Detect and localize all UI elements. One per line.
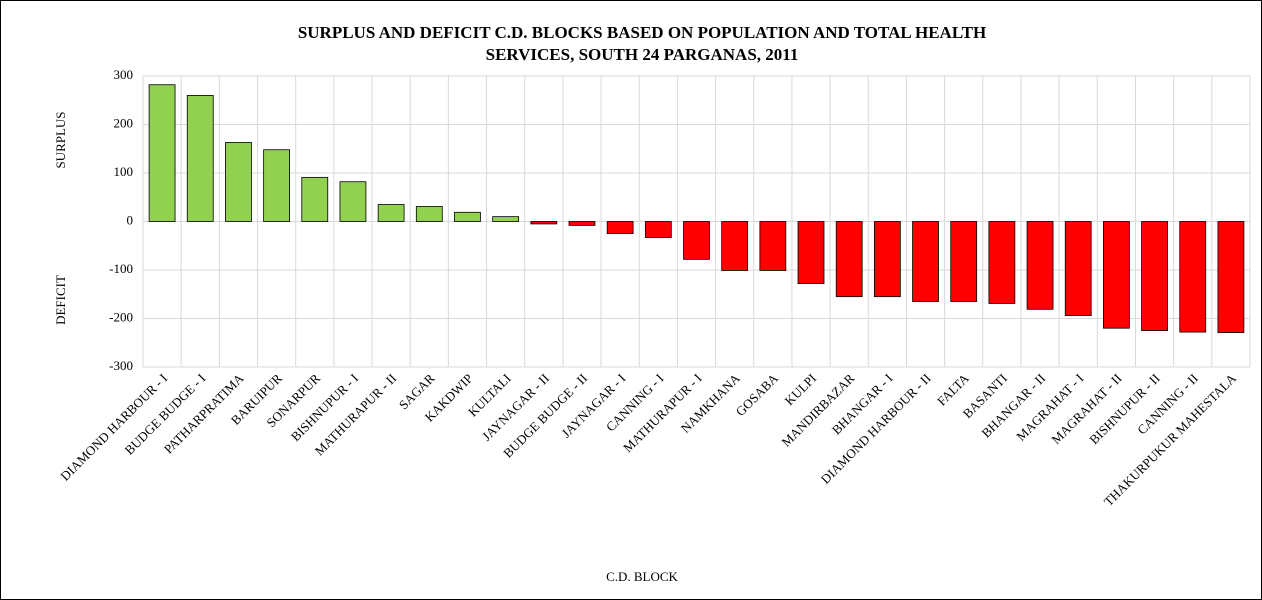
annotation: DEFICIT — [53, 275, 68, 325]
bar — [1064, 221, 1092, 316]
bar — [873, 221, 901, 298]
bar — [377, 204, 405, 222]
chart-title: SERVICES, SOUTH 24 PARGANAS, 2011 — [486, 45, 799, 64]
y-tick-label: 0 — [127, 212, 134, 227]
y-tick-label: 200 — [114, 115, 134, 130]
bar — [454, 211, 481, 222]
bar — [606, 221, 634, 235]
bar — [1026, 221, 1054, 310]
bar — [301, 176, 329, 222]
bar — [1141, 221, 1168, 332]
bar — [644, 221, 672, 238]
bar — [835, 221, 863, 298]
bar — [339, 181, 367, 222]
bar — [492, 216, 520, 222]
annotation: SURPLUS — [53, 111, 68, 168]
x-axis-label: C.D. BLOCK — [606, 569, 678, 584]
bar — [415, 206, 443, 222]
bar — [1179, 221, 1207, 333]
bar — [950, 221, 978, 302]
y-tick-label: -100 — [109, 261, 133, 276]
chart-title: SURPLUS AND DEFICIT C.D. BLOCKS BASED ON… — [298, 23, 986, 42]
y-tick-label: 100 — [114, 164, 134, 179]
bar — [988, 221, 1016, 304]
y-tick-label: -200 — [109, 309, 133, 324]
bar — [225, 142, 252, 222]
bar — [797, 221, 825, 284]
bar — [530, 221, 558, 225]
bar — [1103, 221, 1130, 329]
y-tick-label: 300 — [114, 67, 134, 82]
bar — [721, 221, 749, 271]
bar — [148, 84, 176, 222]
bar — [568, 221, 596, 226]
bar — [759, 221, 787, 271]
bar — [683, 221, 710, 260]
bar — [912, 221, 939, 302]
bar — [263, 149, 290, 222]
bar — [186, 95, 214, 222]
bar — [1217, 221, 1245, 333]
y-tick-label: -300 — [109, 358, 133, 373]
